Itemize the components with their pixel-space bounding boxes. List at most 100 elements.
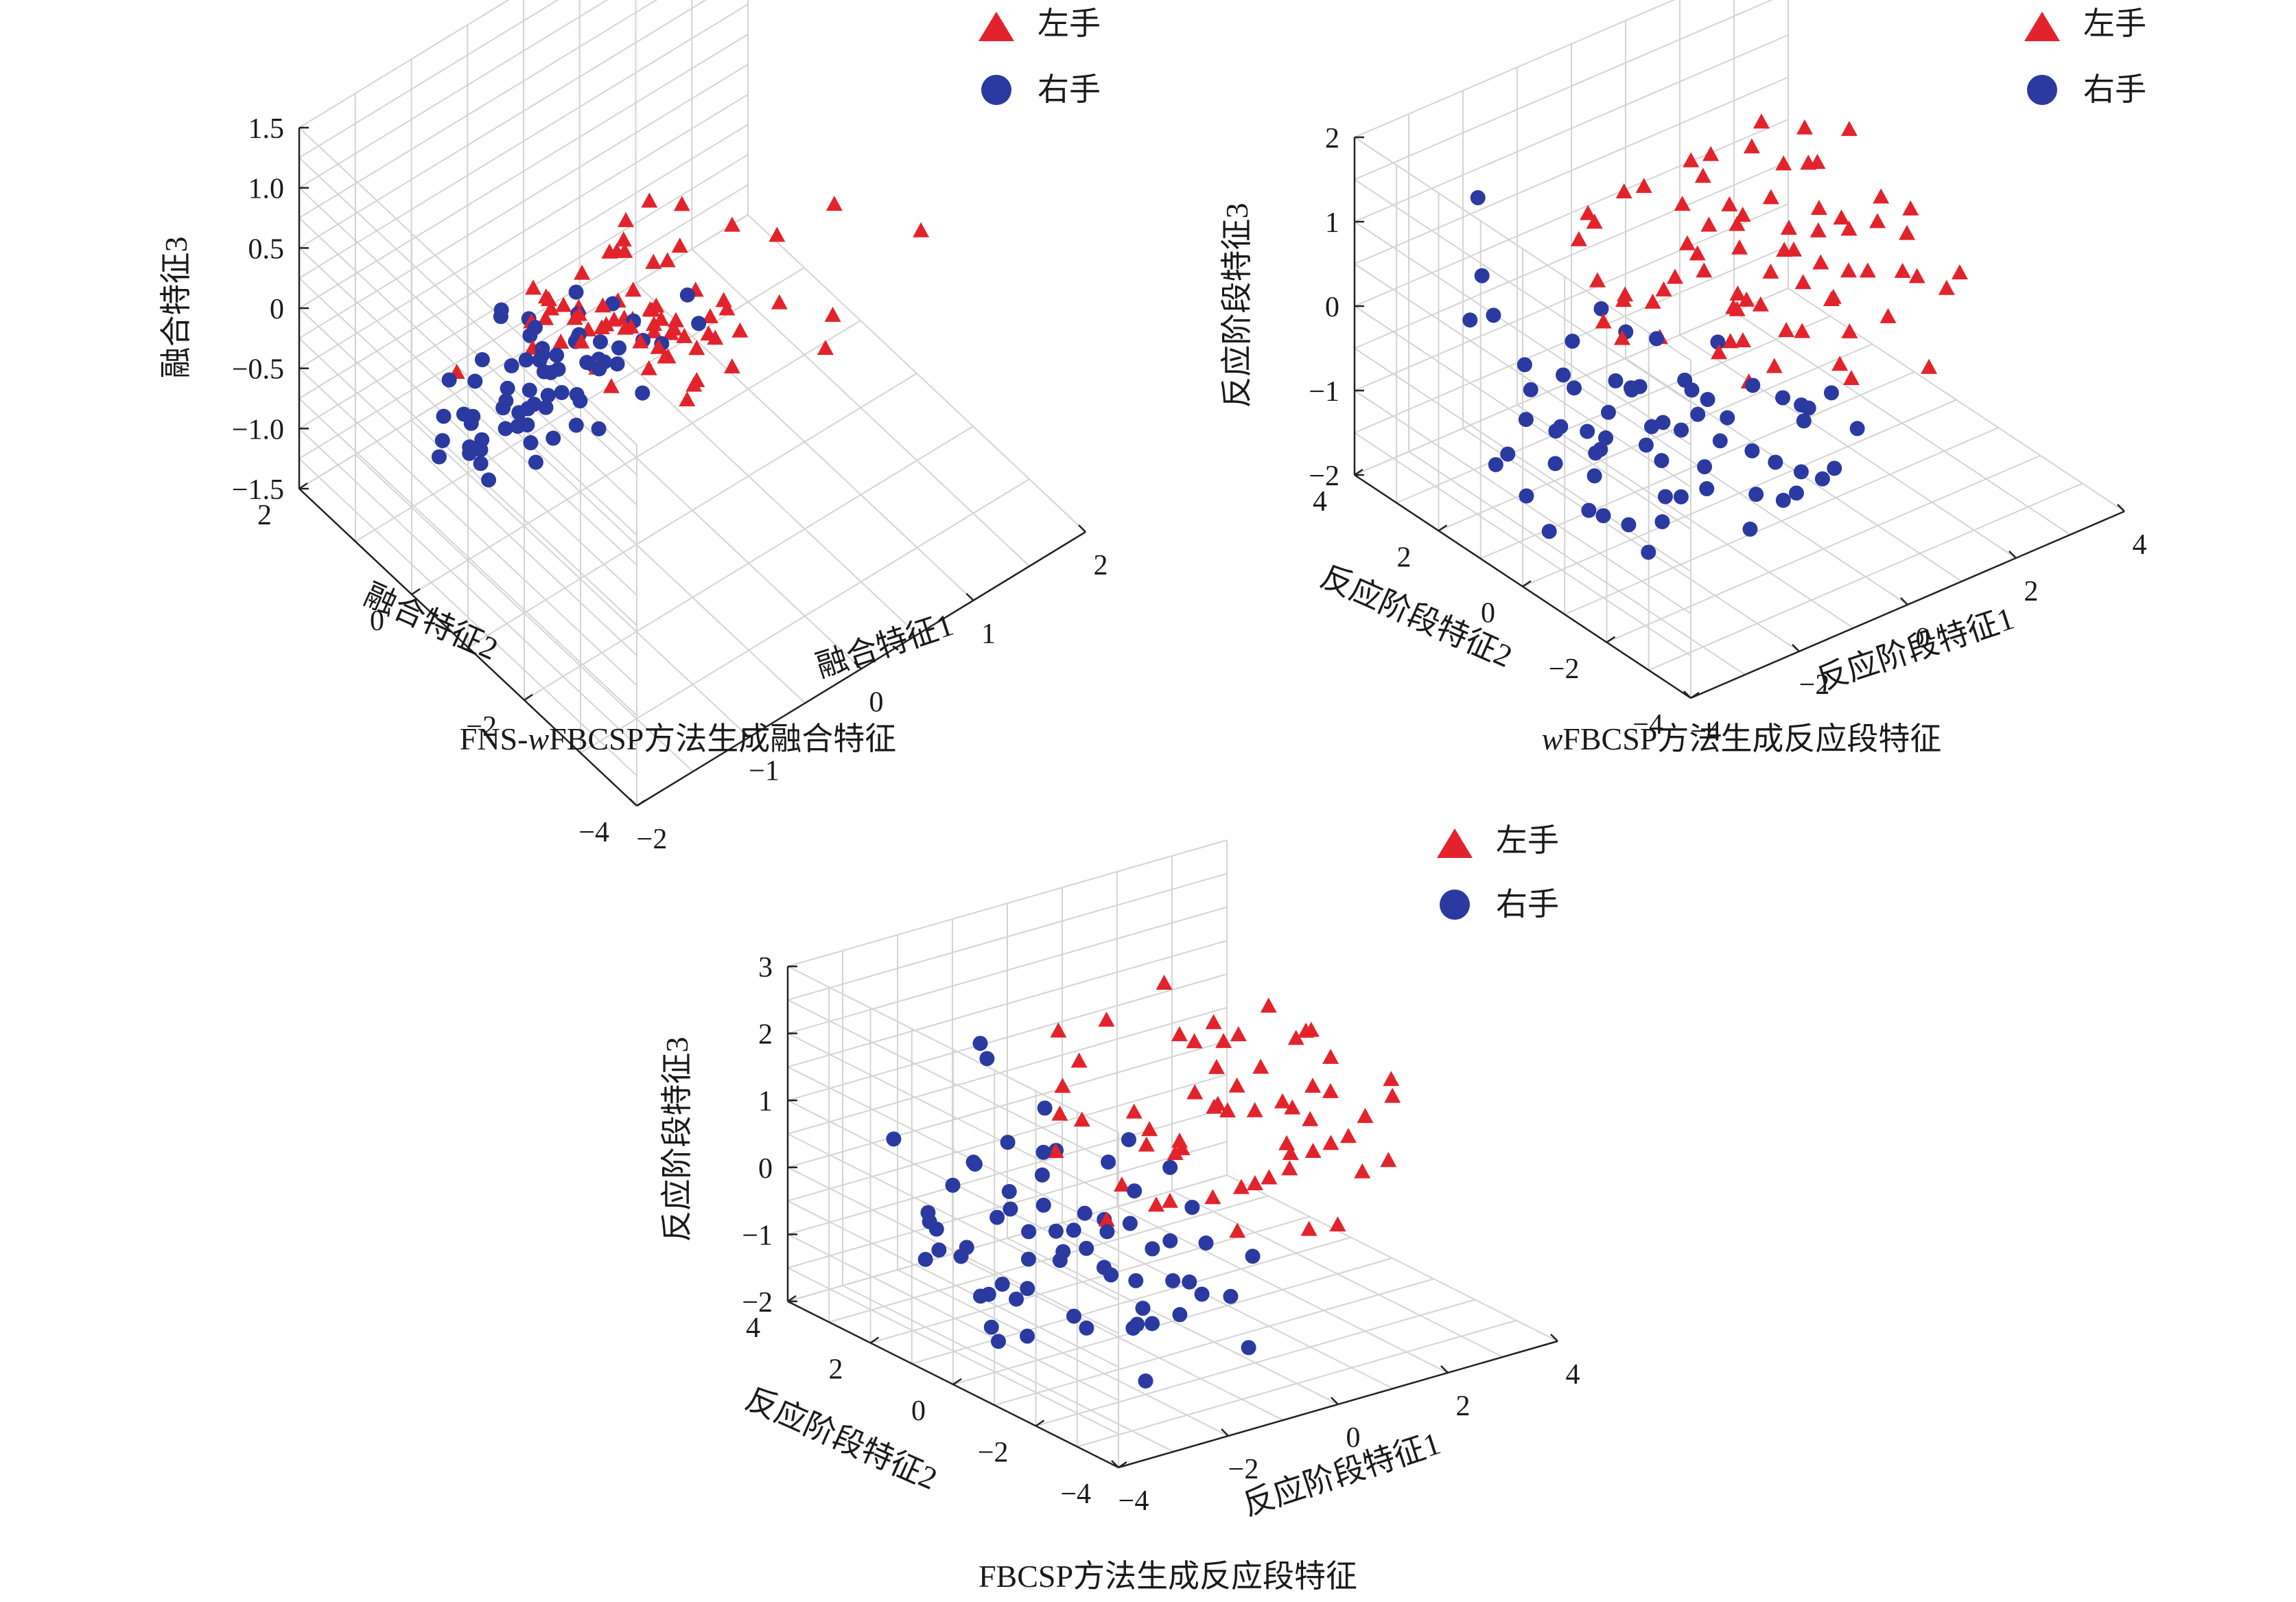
x-tick-label: −2 (1228, 1454, 1259, 1485)
z-axis-label-panel-1: 融合特征3 (159, 237, 194, 379)
point-right-hand (1710, 334, 1726, 350)
point-right-hand (554, 384, 570, 400)
point-left-hand (1908, 268, 1925, 283)
point-left-hand (1252, 1058, 1269, 1074)
x-tick-label: 2 (1456, 1391, 1471, 1422)
point-left-hand (817, 340, 834, 356)
y-tick-label: 4 (1313, 486, 1327, 518)
y-tick (787, 1295, 797, 1303)
point-right-hand (635, 385, 651, 401)
point-left-hand (1113, 1176, 1130, 1192)
point-left-hand (1731, 239, 1748, 255)
point-left-hand (1580, 205, 1597, 220)
x-tick-label: −2 (637, 824, 668, 855)
point-right-hand (572, 393, 588, 409)
point-right-hand (1712, 433, 1728, 449)
wall-gridline (1354, 203, 1789, 391)
panel-1-caption-prefix: FNS- (460, 721, 528, 756)
z-tick-label: −1 (1309, 376, 1339, 408)
point-right-hand (1138, 1373, 1153, 1389)
point-right-hand (592, 334, 608, 350)
wall-gridline (298, 124, 749, 399)
wall-gridline (1354, 347, 1691, 572)
point-left-hand (1794, 323, 1811, 338)
point-right-hand (1077, 1205, 1092, 1221)
point-left-hand (1051, 1105, 1068, 1121)
z-tick-label: 1.0 (248, 174, 285, 205)
axes-panel-3: −2 −1 0 1 2 3 4 2 0 −2 −4 −4 −2 0 2 4 (742, 839, 1580, 1517)
point-left-hand (1186, 1033, 1203, 1049)
point-left-hand (1796, 119, 1813, 135)
panel-2-caption: wFBCSP方法生成反应段特征 (1542, 721, 1942, 756)
point-right-hand (1037, 1100, 1053, 1116)
z-axis-label-panel-3: 反应阶段特征3 (659, 1037, 694, 1242)
point-left-hand (1215, 1032, 1232, 1048)
point-left-hand (1722, 333, 1739, 349)
y-tick (636, 799, 646, 807)
point-right-hand (1122, 1216, 1138, 1231)
point-right-hand (1654, 453, 1670, 469)
point-right-hand (481, 472, 497, 488)
point-left-hand (673, 196, 690, 211)
point-left-hand (1219, 1102, 1236, 1117)
point-right-hand (1020, 1281, 1035, 1297)
point-right-hand (1516, 357, 1532, 373)
x-tick-label: 4 (2133, 529, 2147, 561)
point-left-hand (1752, 296, 1769, 312)
point-left-hand (1753, 113, 1770, 129)
y-tick (1438, 524, 1448, 532)
point-right-hand (1565, 334, 1580, 349)
z-tick-label: −1.5 (232, 474, 284, 506)
point-left-hand (605, 311, 622, 327)
point-right-hand (1793, 464, 1809, 480)
point-left-hand (1729, 285, 1746, 301)
point-left-hand (1098, 1211, 1115, 1227)
point-left-hand (662, 325, 679, 340)
z-tick-label: −0.5 (232, 354, 284, 386)
point-right-hand (543, 364, 559, 380)
y-tick-label: 0 (911, 1395, 926, 1427)
point-left-hand (667, 312, 684, 327)
point-left-hand (1050, 1022, 1067, 1038)
point-right-hand (1775, 390, 1791, 406)
point-left-hand (1570, 231, 1587, 246)
point-right-hand (1021, 1224, 1037, 1240)
legend-left-hand-label: 左手 (1038, 6, 1101, 41)
point-right-hand (953, 1249, 969, 1264)
point-right-hand (1593, 301, 1609, 316)
point-left-hand (1738, 291, 1755, 307)
point-left-hand (1674, 196, 1691, 211)
panel-1-caption-rest: FBCSP方法生成融合特征 (549, 721, 896, 756)
point-right-hand (1588, 445, 1604, 461)
point-right-hand (523, 435, 539, 451)
wall-gridline (298, 0, 658, 219)
x-tick-label: −1 (749, 755, 780, 787)
y-tick-label: 2 (829, 1354, 843, 1386)
z-tick-label: −2 (1309, 461, 1339, 492)
legend-right-hand-marker (981, 75, 1011, 105)
point-left-hand (1229, 1222, 1246, 1238)
point-left-hand (601, 243, 618, 259)
point-right-hand (522, 327, 538, 343)
wall-gridline (1354, 178, 1691, 404)
point-left-hand (650, 338, 667, 354)
floor-gridline (1564, 427, 1999, 616)
point-right-hand (1748, 487, 1764, 502)
point-right-hand (989, 1209, 1005, 1225)
wall-gridline (787, 973, 1228, 1102)
point-left-hand (1780, 220, 1797, 235)
legend-left-hand-marker (979, 12, 1014, 41)
wall-gridline (298, 154, 749, 430)
y-tick-label: 0 (1481, 598, 1495, 629)
x-tick (2117, 504, 2125, 512)
point-left-hand (1655, 281, 1672, 297)
point-left-hand (1300, 1220, 1317, 1236)
x-tick (1550, 1334, 1558, 1342)
point-right-hand (549, 347, 565, 363)
point-right-hand (1182, 1274, 1197, 1290)
point-right-hand (1814, 471, 1830, 487)
wall-gridline (787, 940, 1228, 1068)
x-tick (1221, 1428, 1229, 1437)
point-right-hand (1608, 373, 1624, 388)
point-left-hand (824, 306, 841, 322)
